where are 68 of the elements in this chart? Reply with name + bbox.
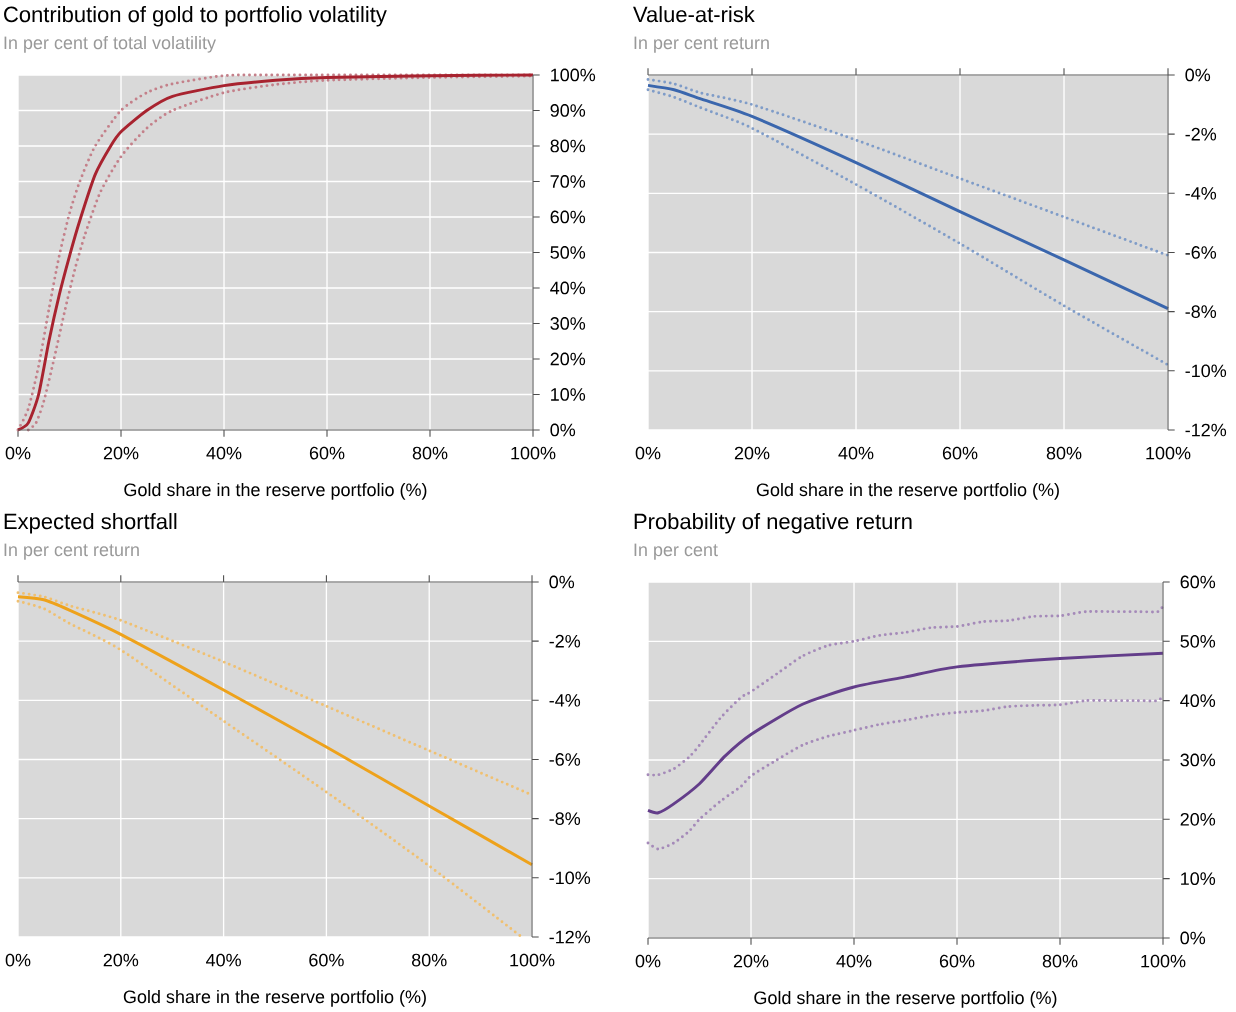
x-tick-label: 20% — [734, 446, 770, 460]
y-tick-label: 10% — [551, 388, 586, 401]
y-tick-label: 100% — [551, 68, 596, 82]
y-tick-label: -2% — [1185, 127, 1217, 141]
x-tick-label: 80% — [1046, 446, 1082, 460]
y-tick-label: 50% — [550, 246, 586, 259]
y-tick-label: 70% — [550, 175, 586, 188]
y-tick-label: 90% — [550, 104, 586, 117]
x-tick-label: 100% — [1146, 446, 1191, 460]
chart-subtitle: In per cent return — [634, 36, 769, 53]
y-tick-label: -10% — [549, 871, 591, 885]
chart-title: Probability of negative return — [634, 513, 912, 534]
x-tick-label: 80% — [411, 953, 447, 967]
y-tick-label: -8% — [1185, 305, 1217, 319]
x-tick-label: 40% — [206, 953, 241, 967]
x-tick-label: 60% — [309, 953, 344, 967]
x-tick-label: 100% — [1141, 954, 1186, 968]
y-tick-label: -10% — [1185, 364, 1227, 378]
y-tick-label: 40% — [1180, 694, 1216, 708]
y-tick-label: -12% — [1185, 423, 1227, 437]
x-axis-title: Gold share in the reserve portfolio (%) — [123, 989, 426, 1007]
x-tick-label: 100% — [511, 446, 556, 460]
y-tick-label: -6% — [549, 753, 581, 766]
y-tick-label: 40% — [550, 281, 586, 295]
y-tick-label: 0% — [1180, 931, 1206, 945]
x-tick-label: 20% — [103, 446, 139, 460]
y-tick-label: 0% — [549, 575, 575, 589]
y-tick-label: 60% — [550, 210, 586, 224]
x-tick-label: 0% — [5, 446, 31, 460]
x-tick-label: 20% — [103, 953, 139, 967]
x-axis-title: Gold share in the reserve portfolio (%) — [124, 482, 427, 500]
y-tick-label: -12% — [549, 930, 591, 944]
y-tick-label: -6% — [1185, 246, 1217, 259]
y-tick-label: 20% — [550, 352, 586, 366]
x-tick-label: 20% — [733, 954, 769, 968]
chart-title: Value-at-risk — [633, 6, 755, 23]
chart-title: Expected shortfall — [4, 513, 177, 534]
x-tick-label: 60% — [942, 446, 978, 460]
y-tick-label: 20% — [1180, 812, 1216, 826]
y-tick-label: 0% — [1185, 68, 1211, 82]
x-tick-label: 0% — [635, 446, 661, 460]
x-tick-label: 40% — [836, 954, 872, 968]
y-tick-label: 10% — [1181, 872, 1216, 886]
y-tick-label: 80% — [550, 139, 586, 153]
y-tick-label: 60% — [1180, 575, 1216, 589]
y-tick-label: -4% — [549, 694, 581, 707]
x-axis-title: Gold share in the reserve portfolio (%) — [756, 482, 1059, 500]
y-tick-label: -4% — [1185, 187, 1217, 200]
y-tick-label: -8% — [549, 812, 581, 826]
x-tick-label: 60% — [309, 446, 345, 460]
x-tick-label: 40% — [838, 446, 874, 460]
chart-subtitle: In per cent return — [4, 543, 139, 560]
chart-subtitle: In per cent — [634, 543, 718, 560]
x-axis-title: Gold share in the reserve portfolio (%) — [754, 990, 1057, 1008]
x-tick-label: 40% — [206, 446, 242, 460]
y-tick-label: 30% — [550, 317, 586, 330]
x-tick-label: 0% — [635, 954, 661, 968]
x-tick-label: 60% — [939, 954, 975, 968]
chart-title: Contribution of gold to portfolio volatility — [4, 6, 387, 27]
x-tick-label: 100% — [510, 953, 555, 967]
y-tick-label: -2% — [549, 634, 581, 648]
y-tick-label: 50% — [1180, 634, 1216, 648]
y-tick-label: 30% — [1180, 753, 1216, 767]
chart-subtitle: In per cent of total volatility — [4, 35, 216, 53]
x-tick-label: 0% — [5, 953, 31, 967]
x-tick-label: 80% — [1042, 954, 1078, 968]
y-tick-label: 0% — [550, 423, 576, 437]
x-tick-label: 80% — [412, 446, 448, 460]
